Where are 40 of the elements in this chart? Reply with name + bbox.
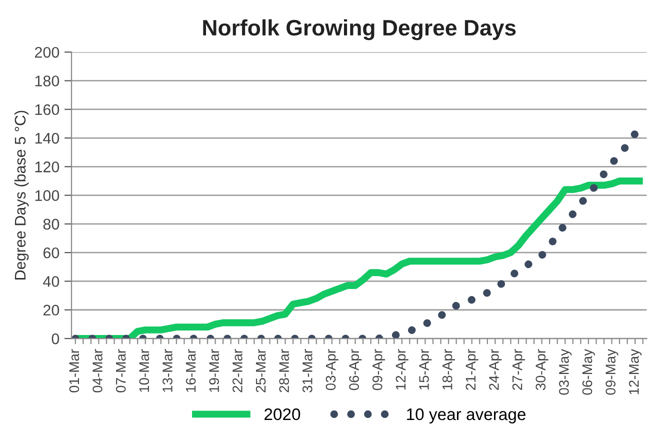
x-tick-label: 18-Apr <box>442 349 455 390</box>
y-tick-label: 20 <box>43 304 60 316</box>
x-tick-label: 10-Mar <box>139 349 150 392</box>
y-tick-label: 0 <box>52 333 60 344</box>
x-tick-label: 09-May <box>606 348 618 395</box>
chart-title: Norfolk Growing Degree Days <box>203 19 516 40</box>
x-tick-label: 01-Mar <box>69 349 80 392</box>
y-tick-label: 180 <box>35 76 60 86</box>
x-tick-label: 12-May <box>628 348 642 394</box>
x-tick-label: 21-Apr <box>466 349 478 390</box>
x-tick-label: 06-May <box>582 348 595 395</box>
x-tick-label: 25-Mar <box>256 349 266 392</box>
y-tick-label: 80 <box>43 218 60 230</box>
legend-label: 10 year average <box>407 408 526 424</box>
x-tick-label: 06-Apr <box>349 349 362 390</box>
x-tick-label: 27-Apr <box>512 349 525 390</box>
legend-label: 2020 <box>264 408 300 420</box>
x-tick-label: 04-Mar <box>92 349 102 392</box>
y-tick-label: 140 <box>35 132 60 144</box>
x-tick-label: 13-Mar <box>162 349 172 392</box>
y-tick-label: 40 <box>43 276 60 287</box>
y-tick-label: 60 <box>43 247 60 258</box>
x-tick-label: 16-Mar <box>186 349 196 392</box>
x-tick-label: 09-Apr <box>372 349 386 390</box>
y-axis-title: Degree Days (base 5 °C) <box>14 110 29 280</box>
x-tick-label: 30-Apr <box>536 349 548 390</box>
x-tick-label: 03-May <box>559 348 572 395</box>
x-tick-label: 28-Mar <box>279 349 290 392</box>
y-tick-label: 120 <box>35 162 60 172</box>
y-tick-label: 200 <box>34 46 60 58</box>
x-tick-label: 31-Mar <box>302 349 312 392</box>
x-tick-label: 19-Mar <box>209 349 220 392</box>
y-tick-label: 160 <box>35 104 60 116</box>
x-tick-label: 12-Apr <box>396 349 408 390</box>
x-tick-label: 24-Apr <box>489 349 502 390</box>
x-tick-label: 22-Mar <box>232 349 242 392</box>
x-tick-label: 15-Apr <box>419 349 432 390</box>
x-tick-label: 07-Mar <box>116 349 126 392</box>
x-tick-label: 03-Apr <box>326 349 338 390</box>
y-tick-label: 100 <box>35 190 60 201</box>
